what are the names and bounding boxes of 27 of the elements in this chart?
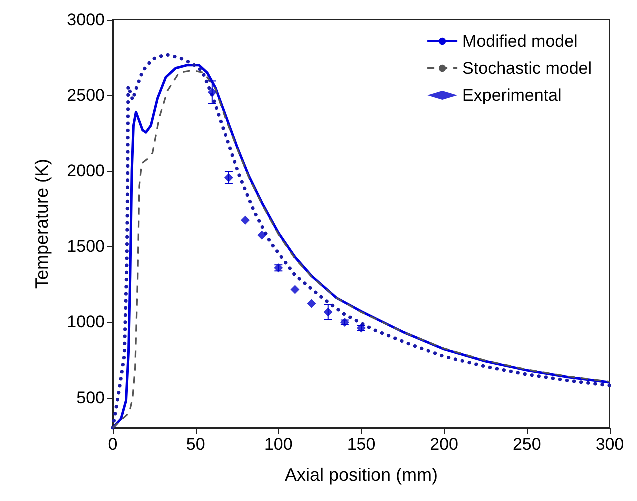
point (208, 88, 217, 98)
legend-label: Experimental (462, 86, 562, 105)
x-tick-label: 250 (512, 435, 542, 454)
x-axis-title: Axial position (mm) (284, 465, 438, 485)
point (324, 308, 333, 317)
x-tick-label: 100 (264, 435, 293, 454)
point (357, 324, 366, 333)
y-tick-label: 3000 (67, 10, 105, 30)
x-tick-label: 150 (347, 435, 376, 454)
y-tick-label: 2500 (67, 86, 105, 106)
x-tick-label: 0 (108, 435, 118, 454)
x-tick-label: 200 (430, 435, 459, 454)
y-axis-title: Temperature (K) (32, 158, 52, 290)
y-tick-label: 1000 (67, 312, 105, 332)
legend-label: Modified model (462, 32, 578, 51)
x-tick-label: 50 (186, 435, 206, 454)
point (340, 318, 350, 328)
point (241, 216, 250, 225)
y-tick-label: 1500 (67, 237, 105, 256)
point (290, 285, 300, 294)
point (258, 230, 267, 240)
y-tick-label: 2000 (67, 162, 105, 181)
legend-label: Stochastic model (462, 59, 592, 78)
x-tick-label: 300 (596, 435, 624, 454)
point (224, 173, 234, 182)
y-tick-label: 500 (76, 388, 105, 408)
point (307, 299, 316, 308)
